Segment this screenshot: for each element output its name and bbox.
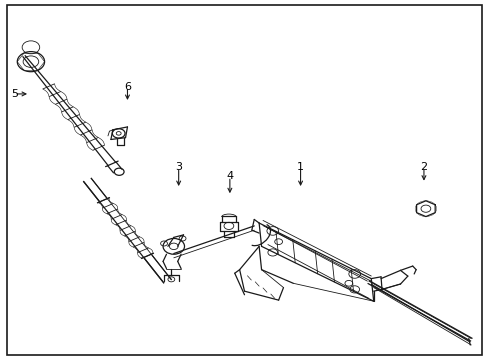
- Text: 2: 2: [420, 162, 427, 172]
- Text: 4: 4: [226, 171, 233, 181]
- Text: 5: 5: [11, 89, 18, 99]
- Text: 1: 1: [297, 162, 304, 172]
- Text: 3: 3: [175, 162, 182, 172]
- Text: 6: 6: [124, 82, 131, 92]
